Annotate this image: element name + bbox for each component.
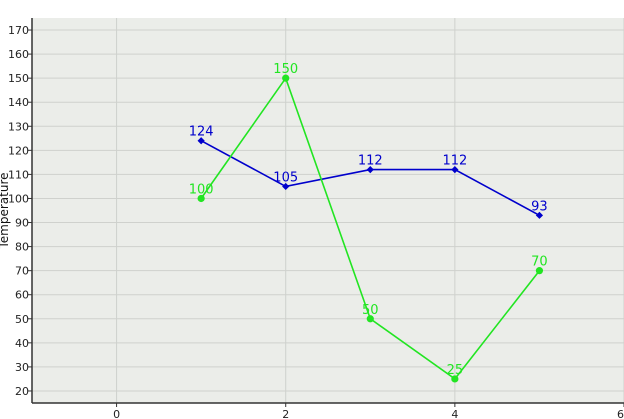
data-point bbox=[451, 165, 459, 174]
data-label: 112 bbox=[358, 154, 383, 169]
data-label: 124 bbox=[189, 125, 214, 140]
y-tick-label: 20 bbox=[15, 385, 29, 398]
data-point bbox=[366, 315, 374, 323]
grid bbox=[32, 18, 624, 403]
y-tick-label: 90 bbox=[15, 217, 29, 230]
axes bbox=[28, 18, 624, 407]
y-tick-label: 70 bbox=[15, 265, 29, 278]
plot-background bbox=[32, 18, 624, 403]
y-tick-label: 100 bbox=[8, 192, 29, 205]
data-label: 150 bbox=[273, 62, 298, 77]
series-2: 100 150 50 25 70 bbox=[189, 62, 548, 383]
y-tick-label: 30 bbox=[15, 361, 29, 374]
data-point bbox=[282, 74, 290, 82]
y-tick-label: 110 bbox=[8, 168, 29, 181]
y-tick-label: 60 bbox=[15, 289, 29, 302]
y-tick-label: 50 bbox=[15, 313, 29, 326]
y-tick-label: 80 bbox=[15, 241, 29, 254]
data-point bbox=[535, 211, 544, 219]
x-tick-label: 4 bbox=[451, 408, 458, 419]
data-label: 50 bbox=[362, 303, 379, 318]
y-axis-label: Temperature bbox=[0, 172, 11, 249]
data-label: 25 bbox=[447, 363, 464, 378]
data-point bbox=[535, 267, 544, 275]
data-label: 112 bbox=[442, 154, 467, 169]
data-label: 93 bbox=[531, 199, 548, 214]
data-point bbox=[197, 194, 205, 203]
data-label: 70 bbox=[531, 255, 548, 270]
data-point bbox=[366, 165, 374, 174]
series-group: 124 105 112 112 93 100 150 50 25 70 bbox=[189, 62, 548, 383]
y-tick-label: 140 bbox=[8, 96, 29, 109]
data-label: 105 bbox=[273, 170, 298, 185]
y-tick-label: 150 bbox=[8, 72, 29, 85]
y-tick-label: 40 bbox=[15, 337, 29, 350]
data-point bbox=[282, 182, 290, 191]
data-point bbox=[197, 137, 205, 145]
y-tick-label: 130 bbox=[8, 120, 29, 133]
x-tick-label: 0 bbox=[113, 408, 120, 419]
x-tick-label: 6 bbox=[617, 408, 624, 419]
y-tick-label: 160 bbox=[8, 48, 29, 61]
x-tick-label: 2 bbox=[282, 408, 289, 419]
data-point bbox=[451, 375, 459, 383]
tick-labels: 2030405060708090100110120130140150160170… bbox=[8, 24, 624, 419]
y-tick-label: 170 bbox=[8, 24, 29, 37]
series-1: 124 105 112 112 93 bbox=[189, 125, 548, 219]
data-label: 100 bbox=[189, 182, 214, 197]
y-tick-label: 120 bbox=[8, 144, 29, 157]
